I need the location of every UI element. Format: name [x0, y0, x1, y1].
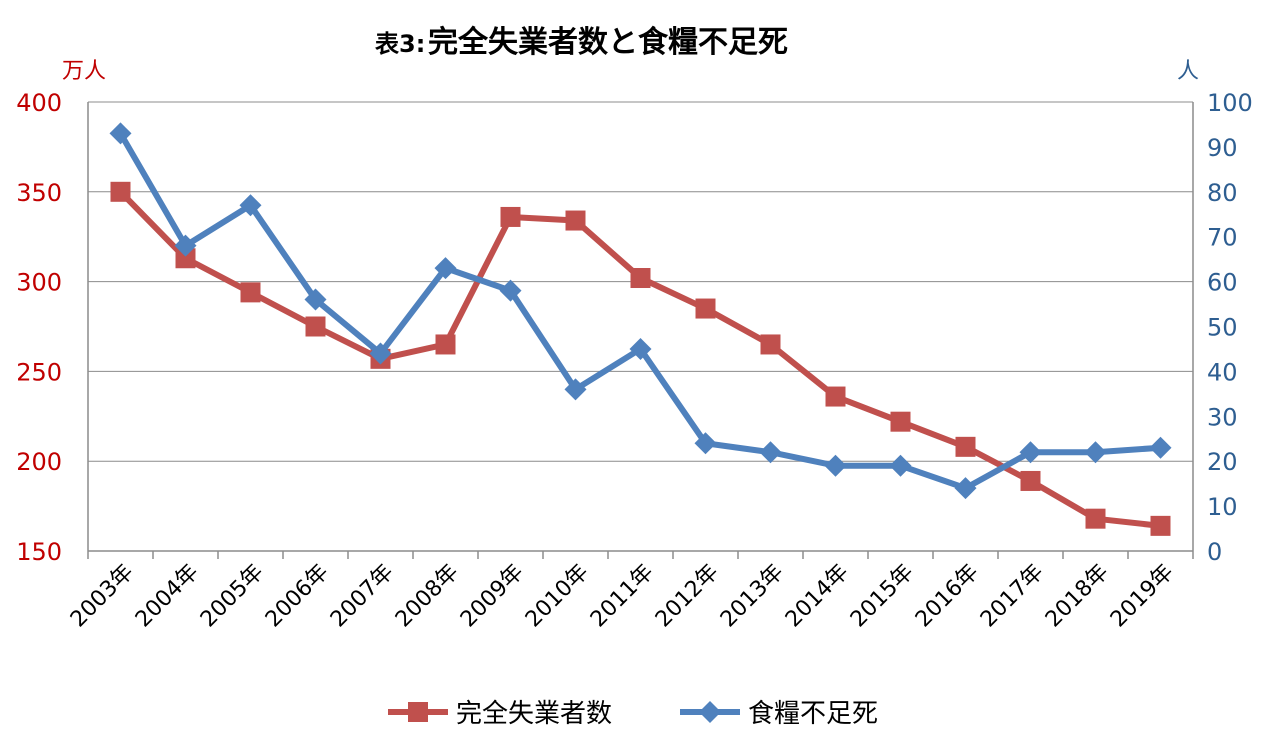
x-tick-label: 2006年: [261, 560, 334, 633]
data-point-diamond: [1019, 441, 1042, 464]
data-point-square: [825, 386, 846, 407]
right-tick-label: 100: [1207, 89, 1253, 117]
data-point-diamond: [499, 279, 522, 302]
right-tick-label: 50: [1207, 314, 1238, 342]
right-tick-label: 30: [1207, 403, 1238, 431]
data-point-diamond: [1084, 441, 1107, 464]
data-point-square: [110, 181, 131, 202]
right-axis-unit: 人: [1177, 59, 1199, 84]
data-point-square: [1020, 470, 1041, 491]
data-point-diamond: [694, 432, 717, 455]
data-point-diamond: [109, 122, 132, 145]
right-tick-label: 10: [1207, 493, 1238, 521]
left-axis-unit: 万人: [62, 59, 106, 84]
data-point-diamond: [369, 342, 392, 365]
data-point-square: [890, 411, 911, 432]
series-2: [109, 122, 1172, 500]
data-point-diamond: [889, 454, 912, 477]
x-axis-ticks: 2003年2004年2005年2006年2007年2008年2009年2010年…: [66, 560, 1179, 633]
data-point-diamond: [304, 288, 327, 311]
legend-label: 完全失業者数: [456, 699, 612, 729]
x-tick-label: 2004年: [131, 560, 204, 633]
x-tick-label: 2009年: [456, 560, 529, 633]
x-tick-label: 2008年: [391, 560, 464, 633]
x-tick-label: 2014年: [781, 560, 854, 633]
data-point-square: [695, 298, 716, 319]
data-point-square: [1085, 508, 1106, 529]
x-tick-label: 2016年: [911, 560, 984, 633]
series-layer: [109, 122, 1172, 536]
chart-title: 完全失業者数と食糧不足死: [428, 25, 788, 60]
data-point-square: [500, 206, 521, 227]
chart-title-prefix: 表3:: [375, 30, 425, 58]
x-tick-label: 2010年: [521, 560, 594, 633]
axes: [87, 102, 1194, 559]
left-tick-label: 400: [16, 89, 62, 117]
legend-marker-square: [408, 702, 428, 722]
x-tick-label: 2012年: [651, 560, 724, 633]
series-1: [110, 181, 1171, 536]
data-point-diamond: [759, 441, 782, 464]
x-tick-label: 2005年: [196, 560, 269, 633]
right-tick-label: 0: [1207, 538, 1222, 566]
data-point-square: [630, 268, 651, 289]
data-point-square: [305, 316, 326, 337]
right-tick-label: 40: [1207, 358, 1238, 386]
right-tick-label: 90: [1207, 134, 1238, 162]
series-line: [117, 131, 1161, 492]
data-point-square: [955, 436, 976, 457]
x-tick-label: 2019年: [1106, 560, 1179, 633]
data-point-diamond: [174, 234, 197, 257]
left-tick-label: 350: [16, 179, 62, 207]
x-tick-label: 2015年: [846, 560, 919, 633]
data-point-diamond: [239, 194, 262, 217]
data-point-diamond: [629, 337, 652, 360]
x-tick-label: 2007年: [326, 560, 399, 633]
x-tick-label: 2018年: [1041, 560, 1114, 633]
data-point-diamond: [1149, 436, 1172, 459]
data-point-square: [1150, 515, 1171, 536]
left-tick-label: 150: [16, 538, 62, 566]
data-point-square: [240, 282, 261, 303]
right-tick-label: 20: [1207, 448, 1238, 476]
x-tick-label: 2011年: [586, 560, 659, 633]
legend-marker-diamond: [699, 701, 721, 723]
left-tick-label: 300: [16, 269, 62, 297]
right-tick-label: 80: [1207, 179, 1238, 207]
x-tick-label: 2013年: [716, 560, 789, 633]
left-tick-label: 250: [16, 358, 62, 386]
right-tick-label: 70: [1207, 224, 1238, 252]
data-point-square: [565, 210, 586, 231]
left-tick-label: 200: [16, 448, 62, 476]
data-point-square: [175, 248, 196, 269]
right-tick-label: 60: [1207, 269, 1238, 297]
data-point-square: [760, 334, 781, 355]
data-point-square: [435, 334, 456, 355]
x-tick-label: 2017年: [976, 560, 1049, 633]
data-point-diamond: [434, 257, 457, 280]
data-point-diamond: [824, 454, 847, 477]
legend: 完全失業者数 食糧不足死: [388, 699, 878, 729]
x-tick-label: 2003年: [66, 560, 139, 633]
left-axis-ticks: 400 350 300 250 200 150: [16, 89, 62, 566]
data-point-diamond: [564, 378, 587, 401]
legend-label: 食糧不足死: [748, 699, 878, 729]
data-point-diamond: [954, 477, 977, 500]
